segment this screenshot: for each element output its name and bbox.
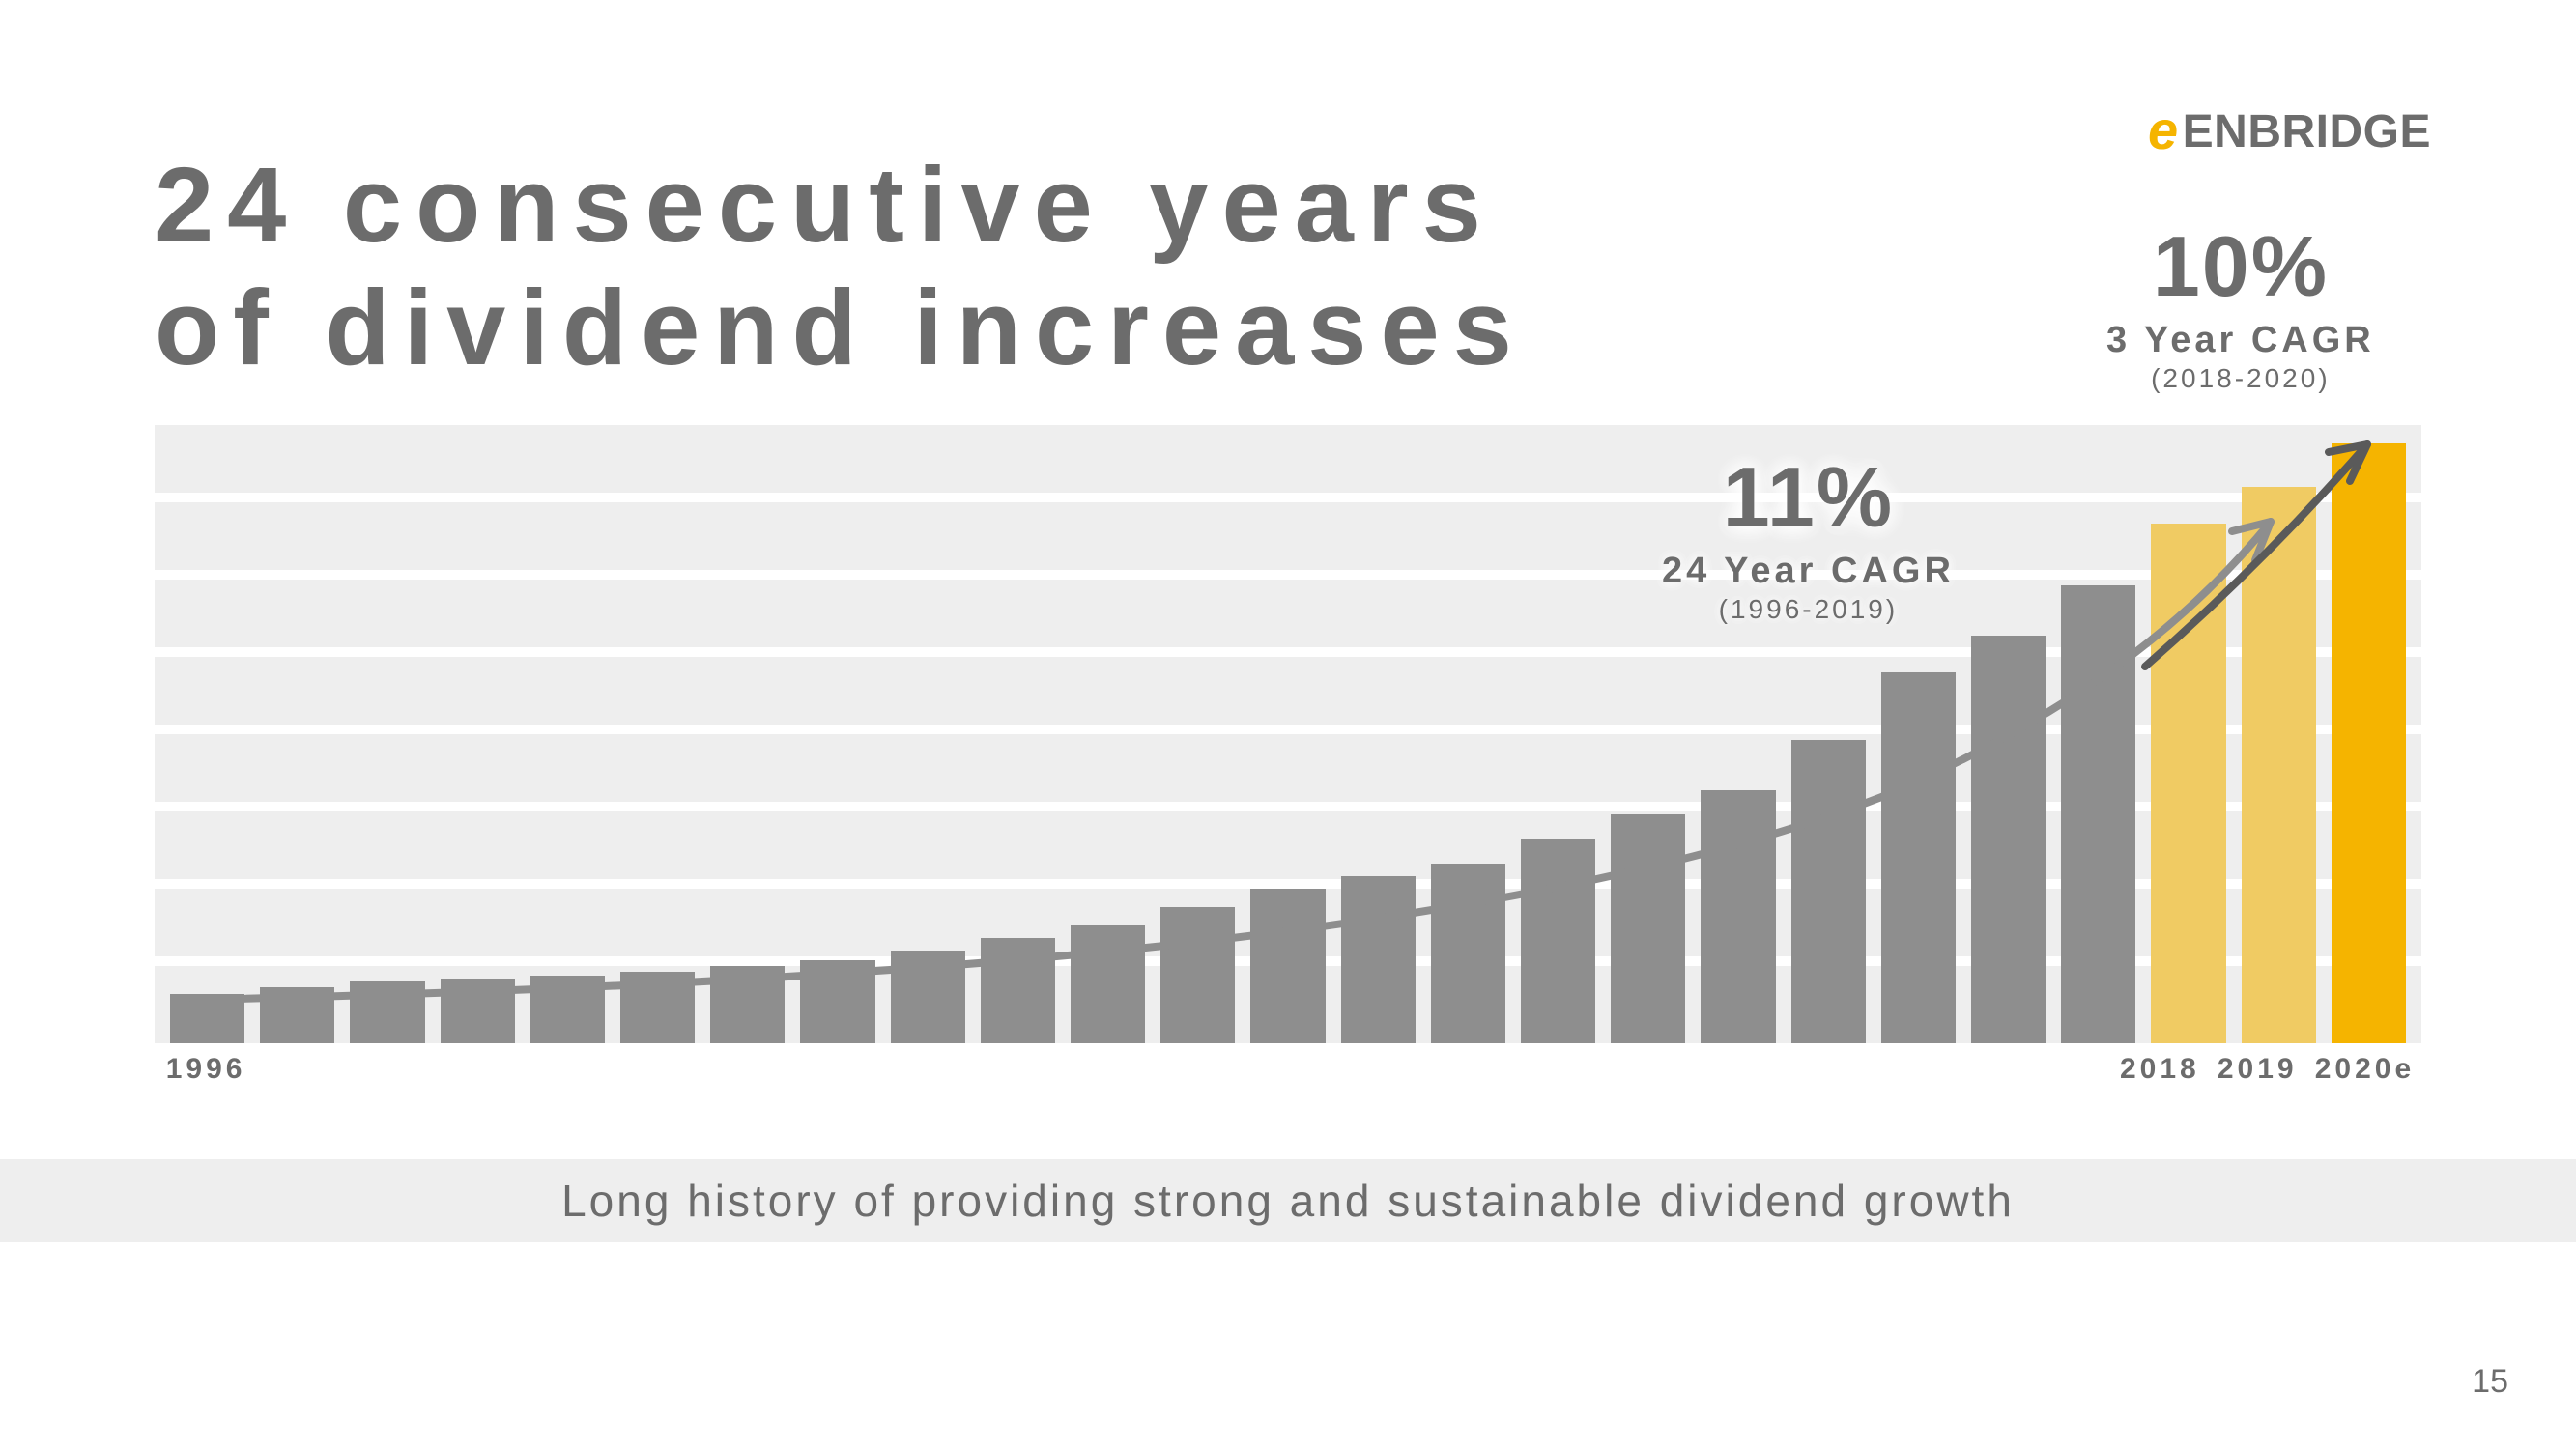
bar bbox=[2061, 585, 2135, 1043]
enbridge-logo: eENBRIDGE bbox=[2148, 97, 2431, 159]
footer-text: Long history of providing strong and sus… bbox=[561, 1175, 2015, 1227]
bar bbox=[2242, 487, 2316, 1043]
bar bbox=[1791, 740, 1866, 1043]
bar bbox=[981, 938, 1055, 1043]
slide-title: 24 consecutive years of dividend increas… bbox=[155, 145, 1526, 389]
bar bbox=[2332, 443, 2406, 1043]
bar bbox=[710, 966, 785, 1043]
callout-24yr-value: 11% bbox=[1662, 448, 1955, 547]
callout-3yr-cagr: 10% 3 Year CAGR (2018-2020) bbox=[2106, 217, 2375, 394]
callout-24yr-range: (1996-2019) bbox=[1662, 594, 1955, 625]
bar bbox=[441, 979, 515, 1043]
callout-24yr-label: 24 Year CAGR bbox=[1662, 551, 1955, 592]
bar bbox=[1071, 925, 1145, 1043]
bar bbox=[1701, 790, 1775, 1043]
bar bbox=[1160, 907, 1235, 1043]
x-axis-label: 2020e bbox=[2315, 1053, 2415, 1086]
bar bbox=[350, 981, 424, 1043]
bar bbox=[891, 951, 965, 1043]
bar bbox=[1341, 876, 1416, 1043]
x-axis-label: 2018 bbox=[2120, 1053, 2200, 1086]
bar bbox=[260, 987, 334, 1043]
bar bbox=[1971, 636, 2046, 1043]
bar bbox=[800, 960, 874, 1043]
x-axis-label: 2019 bbox=[2218, 1053, 2298, 1086]
callout-3yr-range: (2018-2020) bbox=[2106, 363, 2375, 394]
title-line-1: 24 consecutive years bbox=[155, 145, 1526, 268]
bar bbox=[2151, 524, 2225, 1043]
bar bbox=[530, 976, 605, 1043]
callout-3yr-value: 10% bbox=[2106, 217, 2375, 316]
callout-24yr-cagr: 11% 24 Year CAGR (1996-2019) bbox=[1662, 448, 1955, 625]
x-axis-labels: 1996 2018 2019 2020e bbox=[155, 1047, 2421, 1086]
bar bbox=[1611, 814, 1685, 1043]
callout-3yr-label: 3 Year CAGR bbox=[2106, 320, 2375, 361]
x-axis-label: 1996 bbox=[166, 1053, 246, 1086]
bar bbox=[1881, 672, 1956, 1043]
footer-band: Long history of providing strong and sus… bbox=[0, 1159, 2576, 1242]
logo-text: ENBRIDGE bbox=[2183, 106, 2431, 157]
chart-plot-area: 11% 24 Year CAGR (1996-2019) 10% 3 Year … bbox=[155, 425, 2421, 1043]
page-number: 15 bbox=[2472, 1363, 2508, 1401]
title-line-2: of dividend increases bbox=[155, 268, 1526, 390]
logo-swish-icon: e bbox=[2148, 99, 2179, 161]
dividend-chart: 11% 24 Year CAGR (1996-2019) 10% 3 Year … bbox=[155, 425, 2421, 1063]
bar bbox=[170, 994, 244, 1043]
bar bbox=[1250, 889, 1325, 1043]
slide: 24 consecutive years of dividend increas… bbox=[0, 0, 2576, 1449]
bar bbox=[1521, 839, 1595, 1043]
bar-container bbox=[170, 443, 2406, 1043]
bar bbox=[1431, 864, 1505, 1043]
bar bbox=[620, 972, 695, 1043]
